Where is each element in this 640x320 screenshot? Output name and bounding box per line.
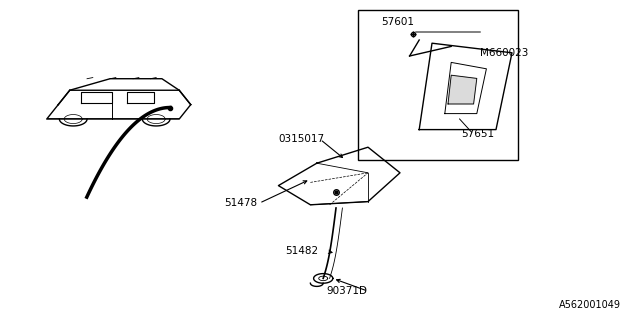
Text: 51478: 51478	[224, 198, 257, 208]
Text: 57651: 57651	[461, 129, 494, 140]
Bar	[358, 10, 518, 160]
Text: 51482: 51482	[285, 246, 318, 256]
Text: 57601: 57601	[381, 17, 414, 28]
Text: 90371D: 90371D	[326, 286, 367, 296]
Text: A562001049: A562001049	[559, 300, 621, 310]
Text: 0315017: 0315017	[278, 134, 324, 144]
Text: M660023: M660023	[480, 48, 529, 58]
Polygon shape	[448, 75, 477, 104]
